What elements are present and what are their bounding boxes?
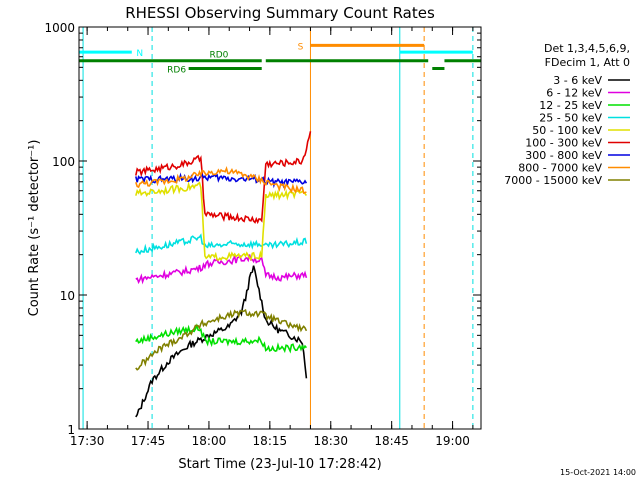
x-tick-label-7: 19:00 <box>435 434 470 448</box>
series-line-7 <box>135 172 308 189</box>
legend-label-7: 300 - 800 keV <box>525 149 602 162</box>
y-tick-label-3: 100 <box>52 155 75 169</box>
x-tick-label-1: 17:30 <box>70 434 105 448</box>
plot-frame <box>78 26 482 430</box>
data-series <box>135 131 312 418</box>
series-line-3 <box>135 323 308 354</box>
legend-label-6: 100 - 300 keV <box>525 137 602 150</box>
series-line-8 <box>135 166 307 195</box>
series-line-5 <box>135 181 308 261</box>
y-axis-label: Count Rate (s⁻¹ detector⁻¹) <box>27 140 42 317</box>
legend-label-5: 50 - 100 keV <box>532 124 602 137</box>
legend-label-4: 25 - 50 keV <box>539 112 602 125</box>
y-tick-label-4: 1000 <box>44 21 75 35</box>
annotation-label-rd6: RD6 <box>167 66 186 76</box>
series-line-1 <box>135 265 308 418</box>
x-tick-label-6: 18:45 <box>374 434 409 448</box>
legend-label-1: 3 - 6 keV <box>553 74 602 87</box>
x-tick-label-2: 17:45 <box>131 434 166 448</box>
series-line-2 <box>135 254 308 285</box>
legend-header-line-2: FDecim 1, Att 0 <box>545 56 630 69</box>
y-axis: 1 10 100 1000 <box>44 21 481 437</box>
legend-header-line-1: Det 1,3,4,5,6,9, <box>544 42 630 55</box>
legend-label-3: 12 - 25 keV <box>539 99 602 112</box>
state-annotations: N S RD0 RD6 <box>79 42 481 76</box>
series-line-9 <box>135 308 308 371</box>
y-tick-label-2: 10 <box>60 289 75 303</box>
x-tick-label-5: 18:30 <box>313 434 348 448</box>
series-line-6 <box>135 131 312 225</box>
annotation-label-n: N <box>136 49 143 59</box>
legend-label-2: 6 - 12 keV <box>546 87 602 100</box>
vertical-markers <box>82 27 474 429</box>
y-tick-label-1: 1 <box>67 423 75 437</box>
annotation-label-s: S <box>298 42 304 52</box>
annotation-label-rd0: RD0 <box>209 51 228 61</box>
x-axis-label: Start Time (23-Jul-10 17:28:42) <box>178 457 381 472</box>
series-line-4 <box>135 233 308 256</box>
legend: Det 1,3,4,5,6,9, FDecim 1, Att 0 3 - 6 k… <box>504 42 630 187</box>
legend-label-9: 7000 - 15000 keV <box>504 174 602 187</box>
chart-title: RHESSI Observing Summary Count Rates <box>125 4 435 22</box>
x-axis: 17:30 17:45 18:00 18:15 18:30 18:45 19:00 <box>70 27 474 448</box>
footer-date: 15-Oct-2021 14:00 <box>560 468 636 477</box>
legend-label-8: 800 - 7000 keV <box>518 162 602 175</box>
x-tick-label-3: 18:00 <box>192 434 227 448</box>
x-tick-label-4: 18:15 <box>253 434 288 448</box>
